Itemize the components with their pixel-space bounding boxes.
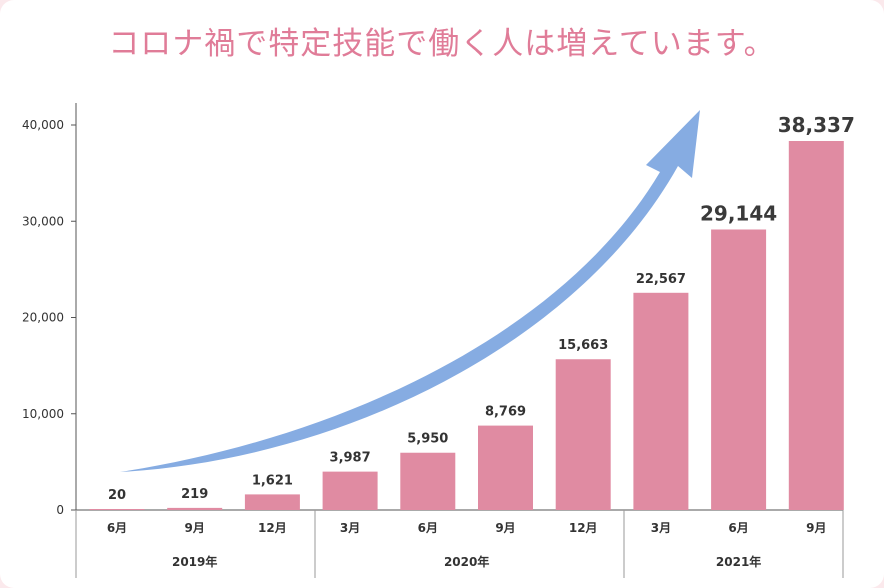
- value-label: 38,337: [778, 113, 855, 137]
- bar-series: [89, 141, 844, 510]
- category-label: 12月: [569, 521, 598, 535]
- bar: [89, 509, 145, 510]
- value-label: 20: [108, 488, 126, 503]
- y-tick-label: 0: [56, 503, 64, 517]
- category-label: 12月: [258, 521, 287, 535]
- category-labels: 6月 9月 12月 3月 6月 9月 12月 3月 6月 9月: [107, 521, 827, 535]
- bar: [167, 507, 223, 510]
- bar: [244, 494, 300, 510]
- category-label: 6月: [418, 521, 438, 535]
- bar: [478, 425, 533, 510]
- bar: [322, 471, 378, 510]
- value-label: 8,769: [485, 405, 526, 420]
- year-group-label: 2021年: [716, 554, 761, 569]
- chart-title: コロナ禍で特定技能で働く人は増えています。: [108, 26, 776, 62]
- bar: [788, 141, 844, 510]
- bar: [633, 292, 689, 510]
- y-tick-label: 10,000: [22, 407, 64, 421]
- bar: [400, 452, 456, 510]
- value-label: 22,567: [636, 272, 686, 287]
- category-label: 6月: [107, 521, 127, 535]
- category-label: 9月: [495, 521, 515, 535]
- category-label: 3月: [340, 521, 360, 535]
- bar: [555, 359, 611, 510]
- value-label: 219: [181, 487, 208, 502]
- y-tick-label: 40,000: [22, 118, 64, 132]
- year-groups: 2019年 2020年 2021年: [75, 510, 844, 578]
- value-labels: 20 219 1,621 3,987 5,950 8,769 15,663 22,567 29,…: [108, 113, 855, 503]
- y-axis: 0 10,000 20,000 30,000 40,000: [22, 103, 77, 517]
- value-label: 1,621: [252, 473, 293, 488]
- growth-arrow-icon: [120, 110, 700, 472]
- year-group-label: 2019年: [172, 554, 217, 569]
- value-label: 29,144: [700, 201, 777, 225]
- category-label: 6月: [728, 521, 748, 535]
- value-label: 3,987: [330, 451, 371, 466]
- value-label: 15,663: [558, 338, 608, 353]
- category-label: 3月: [651, 521, 671, 535]
- year-group-label: 2020年: [444, 554, 489, 569]
- bar: [711, 229, 767, 510]
- y-tick-label: 30,000: [22, 214, 64, 228]
- category-label: 9月: [806, 521, 826, 535]
- value-label: 5,950: [407, 432, 448, 447]
- y-tick-label: 20,000: [22, 311, 64, 325]
- category-label: 9月: [185, 521, 205, 535]
